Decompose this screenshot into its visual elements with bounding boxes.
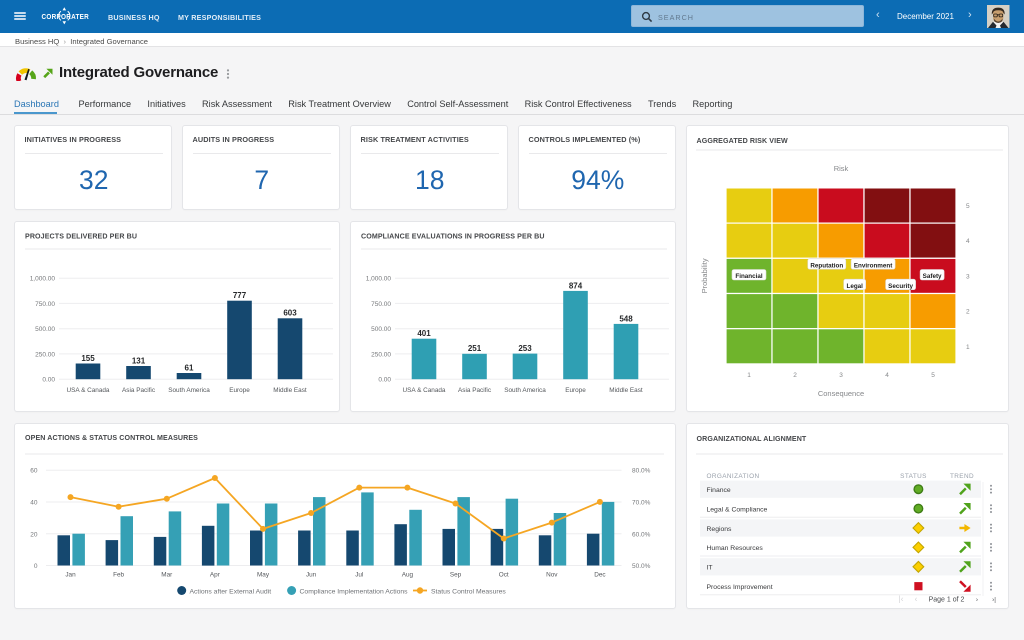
svg-text:Probability: Probability: [700, 258, 709, 293]
svg-text:250.00: 250.00: [35, 351, 55, 358]
svg-text:COMPLIANCE EVALUATIONS IN PROG: COMPLIANCE EVALUATIONS IN PROGRESS PER B…: [361, 232, 545, 240]
svg-text:PROJECTS DELIVERED PER BU: PROJECTS DELIVERED PER BU: [25, 232, 137, 240]
svg-text:253: 253: [518, 344, 532, 353]
svg-text:0.00: 0.00: [42, 376, 55, 383]
svg-text:Process Improvement: Process Improvement: [707, 584, 773, 591]
svg-text:1: 1: [747, 371, 751, 378]
svg-text:OPEN ACTIONS & STATUS CONTROL: OPEN ACTIONS & STATUS CONTROL MEASURES: [25, 434, 198, 442]
svg-text:Feb: Feb: [113, 571, 124, 578]
svg-text:‹: ‹: [915, 594, 918, 603]
svg-text:750.00: 750.00: [35, 300, 55, 307]
svg-text:Security: Security: [888, 282, 913, 289]
svg-text:Middle East: Middle East: [273, 387, 307, 394]
svg-text:874: 874: [568, 281, 582, 290]
svg-text:1: 1: [966, 343, 970, 350]
svg-text:777: 777: [233, 291, 247, 300]
svg-text:Middle East: Middle East: [609, 387, 643, 394]
svg-text:Environment: Environment: [854, 262, 893, 269]
svg-text:Compliance Implementation Acti: Compliance Implementation Actions: [300, 588, 409, 595]
svg-text:Risk: Risk: [834, 164, 849, 173]
svg-text:|‹: |‹: [899, 594, 904, 603]
svg-text:Status Control Measures: Status Control Measures: [431, 588, 506, 595]
svg-text:50.0%: 50.0%: [632, 563, 651, 570]
svg-text:750.00: 750.00: [371, 300, 391, 307]
svg-text:›|: ›|: [992, 596, 996, 603]
svg-text:Europe: Europe: [229, 387, 250, 394]
svg-text:250.00: 250.00: [371, 351, 391, 358]
svg-text:Oct: Oct: [499, 571, 509, 578]
svg-text:Page 1 of 2: Page 1 of 2: [929, 596, 965, 603]
svg-text:131: 131: [132, 356, 146, 365]
svg-text:40: 40: [30, 499, 38, 506]
svg-text:AGGREGATED RISK VIEW: AGGREGATED RISK VIEW: [697, 137, 789, 145]
svg-text:ORGANIZATION: ORGANIZATION: [707, 473, 760, 480]
svg-text:May: May: [257, 571, 270, 578]
svg-text:500.00: 500.00: [371, 326, 391, 333]
svg-text:CORPORATER: CORPORATER: [42, 12, 90, 21]
svg-text:80.0%: 80.0%: [632, 467, 651, 474]
svg-text:5: 5: [931, 371, 935, 378]
svg-text:0: 0: [34, 563, 38, 570]
svg-text:Legal: Legal: [846, 282, 863, 289]
svg-text:Dec: Dec: [594, 571, 606, 578]
svg-text:South America: South America: [504, 387, 546, 394]
svg-text:ORGANIZATIONAL ALIGNMENT: ORGANIZATIONAL ALIGNMENT: [697, 435, 807, 443]
svg-text:Human Resources: Human Resources: [707, 545, 764, 552]
svg-text:251: 251: [467, 344, 481, 353]
svg-text:401: 401: [417, 329, 431, 338]
svg-text:3: 3: [839, 371, 843, 378]
svg-text:USA & Canada: USA & Canada: [402, 387, 445, 394]
svg-text:548: 548: [619, 314, 633, 323]
svg-text:0.00: 0.00: [378, 376, 391, 383]
svg-text:Mar: Mar: [161, 571, 173, 578]
svg-text:Legal & Compliance: Legal & Compliance: [707, 506, 768, 513]
svg-text:Jun: Jun: [306, 571, 317, 578]
svg-text:Apr: Apr: [210, 571, 221, 578]
svg-text:Jan: Jan: [65, 571, 76, 578]
svg-text:Aug: Aug: [402, 571, 414, 578]
svg-text:TREND: TREND: [950, 473, 974, 480]
svg-text:60: 60: [30, 467, 38, 474]
svg-text:4: 4: [966, 238, 970, 245]
svg-text:Sep: Sep: [450, 571, 462, 578]
svg-text:Asia Pacific: Asia Pacific: [122, 387, 156, 394]
svg-text:1,000.00: 1,000.00: [30, 275, 56, 282]
svg-text:500.00: 500.00: [35, 326, 55, 333]
svg-text:2: 2: [966, 308, 970, 315]
svg-text:Reputation: Reputation: [810, 262, 843, 269]
svg-text:5: 5: [966, 203, 970, 210]
svg-text:Consequence: Consequence: [818, 388, 864, 397]
svg-text:Jul: Jul: [355, 571, 363, 578]
svg-text:20: 20: [30, 531, 38, 538]
svg-text:Asia Pacific: Asia Pacific: [457, 387, 491, 394]
svg-text:Europe: Europe: [565, 387, 586, 394]
svg-text:Regions: Regions: [707, 525, 733, 532]
svg-text:2: 2: [793, 371, 797, 378]
svg-text:60.0%: 60.0%: [632, 531, 651, 538]
svg-text:70.0%: 70.0%: [632, 499, 651, 506]
svg-text:STATUS: STATUS: [900, 473, 927, 480]
svg-text:USA & Canada: USA & Canada: [67, 387, 110, 394]
svg-text:1,000.00: 1,000.00: [365, 275, 391, 282]
svg-text:155: 155: [81, 353, 95, 362]
svg-text:Financial: Financial: [735, 273, 763, 280]
svg-text:603: 603: [283, 308, 297, 317]
svg-text:IT: IT: [707, 564, 713, 571]
svg-text:3: 3: [966, 273, 970, 280]
svg-text:Safety: Safety: [923, 273, 942, 280]
svg-text:South America: South America: [168, 387, 210, 394]
svg-text:4: 4: [885, 371, 889, 378]
svg-text:61: 61: [185, 363, 194, 372]
svg-text:Actions after External Audit: Actions after External Audit: [190, 588, 272, 595]
svg-text:Finance: Finance: [707, 487, 731, 494]
svg-text:›: ›: [976, 596, 978, 603]
svg-text:Nov: Nov: [546, 571, 558, 578]
